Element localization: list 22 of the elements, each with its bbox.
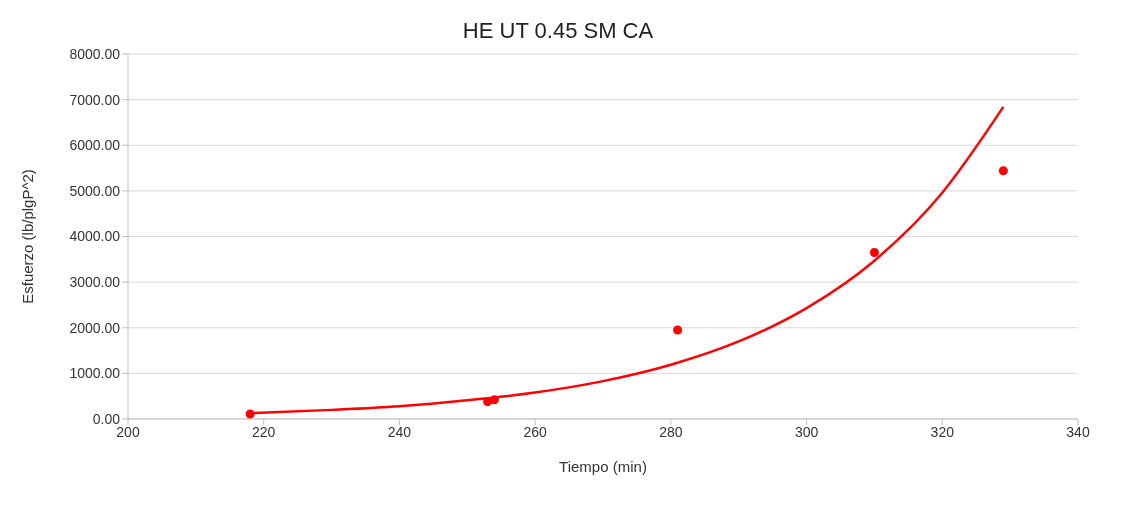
y-tick-label: 2000.00 xyxy=(69,319,121,336)
y-tick-label: 1000.00 xyxy=(69,365,121,382)
x-tick-label: 260 xyxy=(523,423,548,440)
x-tick-label: 240 xyxy=(387,423,412,440)
point xyxy=(673,325,683,335)
y-axis-title: Esfuerzo (lb/plgP^2) xyxy=(19,169,37,304)
x-tick-label: 220 xyxy=(252,423,276,440)
y-tick-label: 5000.00 xyxy=(69,182,121,199)
x-tick-label: 280 xyxy=(659,423,683,440)
x-tick-label: 340 xyxy=(1066,423,1090,440)
y-tick-label: 4000.00 xyxy=(69,228,121,245)
chart-title: HE UT 0.45 SM CA xyxy=(461,18,655,44)
x-tick-label: 320 xyxy=(930,423,955,440)
y-tick-label: 8000.00 xyxy=(69,45,121,62)
x-axis-title: Tiempo (min) xyxy=(559,458,647,475)
y-tick-label: 3000.00 xyxy=(69,274,121,291)
y-tick-label: 6000.00 xyxy=(69,137,121,154)
y-tick-label: 7000.00 xyxy=(69,91,121,108)
point xyxy=(245,409,255,419)
point xyxy=(998,166,1008,176)
x-tick-label: 300 xyxy=(794,423,819,440)
point xyxy=(869,247,879,257)
